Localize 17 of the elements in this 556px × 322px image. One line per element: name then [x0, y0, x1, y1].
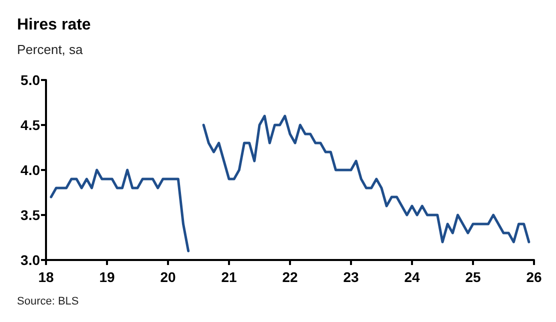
y-tick-label: 5.0	[20, 72, 40, 88]
chart-title: Hires rate	[17, 16, 91, 34]
x-tick-label: 20	[160, 269, 176, 285]
chart-subtitle: Percent, sa	[17, 42, 84, 57]
x-tick-label: 21	[221, 269, 237, 285]
x-tick-label: 26	[526, 269, 542, 285]
x-tick-label: 25	[465, 269, 481, 285]
source-note: Source: BLS	[17, 296, 79, 308]
y-tick-label: 4.0	[20, 162, 40, 178]
x-tick-label: 24	[404, 269, 420, 285]
y-tick-label: 3.0	[20, 252, 40, 268]
x-tick-label: 19	[99, 269, 115, 285]
x-tick-label: 18	[38, 269, 54, 285]
x-tick-label: 22	[282, 269, 298, 285]
y-tick-label: 4.5	[20, 117, 40, 133]
y-tick-label: 3.5	[20, 207, 40, 223]
x-tick-label: 23	[343, 269, 359, 285]
